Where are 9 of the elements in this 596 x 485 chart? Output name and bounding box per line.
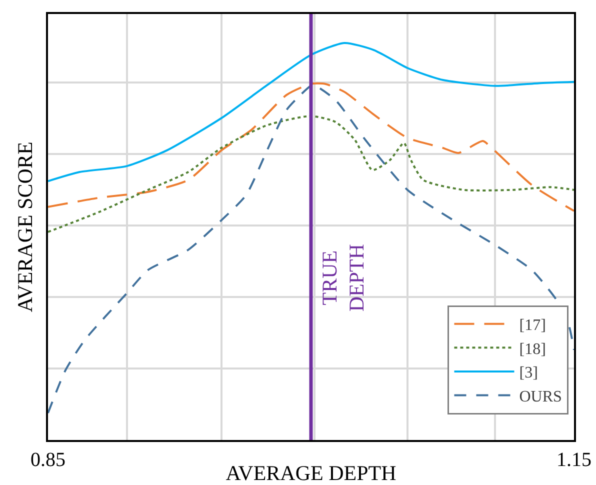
ref-line-label: TRUE DEPTH <box>317 244 369 312</box>
legend-label: OURS <box>519 388 562 406</box>
x-tick-label: 1.15 <box>556 448 592 471</box>
y-axis-title: AVERAGE SCORE <box>12 142 37 312</box>
x-axis-title: AVERAGE DEPTH <box>226 461 396 485</box>
x-tick-label: 0.85 <box>30 448 66 471</box>
legend-label: [3] <box>519 364 538 382</box>
legend-label: [17] <box>519 317 546 334</box>
legend-label: [18] <box>519 340 546 358</box>
